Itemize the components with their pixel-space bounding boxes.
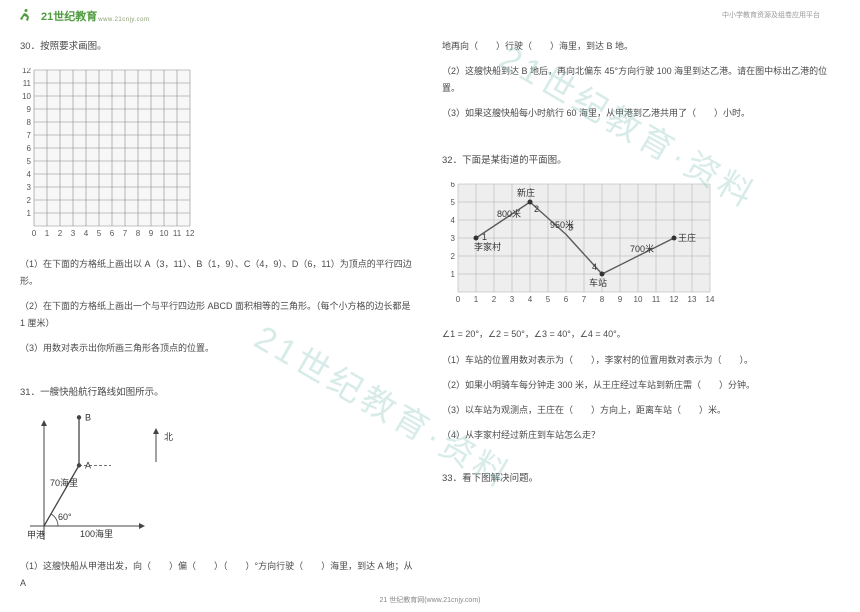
svg-text:7: 7 <box>27 131 32 140</box>
svg-text:车站: 车站 <box>589 277 607 288</box>
svg-text:10: 10 <box>22 92 31 101</box>
svg-text:1: 1 <box>27 209 32 218</box>
svg-text:100海里: 100海里 <box>80 528 113 539</box>
svg-text:3: 3 <box>71 229 76 238</box>
q30-part2: （2）在下面的方格纸上画出一个与平行四边形 ABCD 面积相等的三角形。（每个小… <box>20 298 418 332</box>
svg-text:13: 13 <box>688 295 697 304</box>
svg-text:6: 6 <box>27 144 32 153</box>
q30-part3: （3）用数对表示出你所画三角形各顶点的位置。 <box>20 340 418 357</box>
svg-text:14: 14 <box>706 295 715 304</box>
svg-text:8: 8 <box>136 229 141 238</box>
svg-text:7: 7 <box>123 229 128 238</box>
svg-text:800米: 800米 <box>497 208 521 219</box>
q31-part1: （1）这艘快船从甲港出发，向（ ）偏（ ）（ ）°方向行驶（ ）海里，到达 A … <box>20 558 418 592</box>
svg-text:新庄: 新庄 <box>517 187 535 198</box>
q31-cont1: 地再向（ ）行驶（ ）海里，到达 B 地。 <box>442 38 840 55</box>
svg-text:4: 4 <box>451 216 456 225</box>
logo-text: 21世纪教育 <box>41 8 97 24</box>
svg-text:2: 2 <box>492 295 497 304</box>
q30-part1: （1）在下面的方格纸上画出以 A（3，11）、B（1，9）、C（4，9）、D（6… <box>20 256 418 290</box>
logo-sub: www.21cnjy.com <box>98 17 149 23</box>
svg-text:12: 12 <box>186 229 194 238</box>
svg-text:王庄: 王庄 <box>678 232 696 243</box>
svg-text:3: 3 <box>510 295 515 304</box>
svg-text:9: 9 <box>149 229 154 238</box>
svg-text:4: 4 <box>592 262 597 272</box>
svg-text:3: 3 <box>27 183 32 192</box>
q32-part4: （4）从李家村经过新庄到车站怎么走？ <box>442 427 840 444</box>
svg-text:6: 6 <box>564 295 569 304</box>
svg-text:700米: 700米 <box>630 243 654 254</box>
svg-text:2: 2 <box>58 229 63 238</box>
svg-text:北: 北 <box>164 432 173 442</box>
svg-text:3: 3 <box>451 234 456 243</box>
q32-map: 123456012345678910111213141234新庄李家村王庄车站8… <box>442 182 716 312</box>
svg-text:6: 6 <box>451 182 456 189</box>
svg-text:60°: 60° <box>58 512 72 522</box>
svg-text:8: 8 <box>27 118 32 127</box>
svg-text:李家村: 李家村 <box>474 241 501 252</box>
q30-title: 30．按照要求画图。 <box>20 38 418 56</box>
runner-icon <box>18 6 38 26</box>
svg-text:12: 12 <box>22 68 31 75</box>
page-body: 30．按照要求画图。 12345678910111201234567891011… <box>0 0 860 612</box>
footer: 21 世纪教育网(www.21cnjy.com) <box>0 595 860 605</box>
svg-text:A: A <box>85 460 91 470</box>
q32-angles: ∠1 = 20°，∠2 = 50°，∠3 = 40°，∠4 = 40°。 <box>442 326 840 343</box>
svg-text:2: 2 <box>534 204 539 214</box>
q32-part3: （3）以车站为观测点，王庄在（ ）方向上，距离车站（ ）米。 <box>442 402 840 419</box>
svg-text:2: 2 <box>451 252 456 261</box>
svg-text:7: 7 <box>582 295 587 304</box>
svg-text:9: 9 <box>618 295 623 304</box>
svg-text:0: 0 <box>456 295 461 304</box>
svg-text:2: 2 <box>27 196 32 205</box>
svg-text:8: 8 <box>600 295 605 304</box>
svg-text:1: 1 <box>45 229 50 238</box>
svg-text:1: 1 <box>474 295 479 304</box>
svg-text:70海里: 70海里 <box>50 477 78 488</box>
column-left: 30．按照要求画图。 12345678910111201234567891011… <box>20 38 418 592</box>
svg-text:甲港: 甲港 <box>27 529 45 540</box>
q32-title: 32．下面是某街道的平面图。 <box>442 152 840 170</box>
q33-title: 33．看下图解决问题。 <box>442 470 840 488</box>
q31-cont3: （3）如果这艘快船每小时航行 60 海里，从甲港到乙港共用了（ ）小时。 <box>442 105 840 122</box>
svg-text:0: 0 <box>32 229 37 238</box>
svg-text:11: 11 <box>652 295 661 304</box>
svg-text:1: 1 <box>451 270 456 279</box>
svg-text:5: 5 <box>451 198 456 207</box>
svg-text:1: 1 <box>482 232 487 242</box>
q32-part2: （2）如果小明骑车每分钟走 300 米，从王庄经过车站到新庄需（ ）分钟。 <box>442 377 840 394</box>
site-logo: 21世纪教育 www.21cnjy.com <box>18 6 150 26</box>
svg-text:5: 5 <box>97 229 102 238</box>
svg-text:B: B <box>85 414 91 422</box>
q32-part1: （1）车站的位置用数对表示为（ ），李家村的位置用数对表示为（ ）。 <box>442 352 840 369</box>
svg-text:950米: 950米 <box>550 220 574 231</box>
svg-text:6: 6 <box>110 229 115 238</box>
q30-grid: 1234567891011120123456789101112 <box>20 68 194 242</box>
q31-figure: A B 60° 70海里 100海里 甲港 北 <box>26 414 206 544</box>
header-right: 中小学教育资源及组卷应用平台 <box>722 10 820 20</box>
svg-text:4: 4 <box>27 170 32 179</box>
svg-text:10: 10 <box>634 295 643 304</box>
q31-cont2: （2）这艘快船到达 B 地后，再向北偏东 45°方向行驶 100 海里到达乙港。… <box>442 63 840 97</box>
svg-text:5: 5 <box>546 295 551 304</box>
q31-title: 31．一艘快船航行路线如图所示。 <box>20 384 418 402</box>
svg-text:4: 4 <box>528 295 533 304</box>
svg-text:10: 10 <box>160 229 169 238</box>
svg-text:4: 4 <box>84 229 89 238</box>
svg-text:11: 11 <box>173 229 182 238</box>
svg-text:9: 9 <box>27 105 32 114</box>
column-right: 地再向（ ）行驶（ ）海里，到达 B 地。 （2）这艘快船到达 B 地后，再向北… <box>442 38 840 592</box>
svg-text:11: 11 <box>23 79 32 88</box>
svg-text:5: 5 <box>27 157 32 166</box>
svg-text:12: 12 <box>670 295 679 304</box>
